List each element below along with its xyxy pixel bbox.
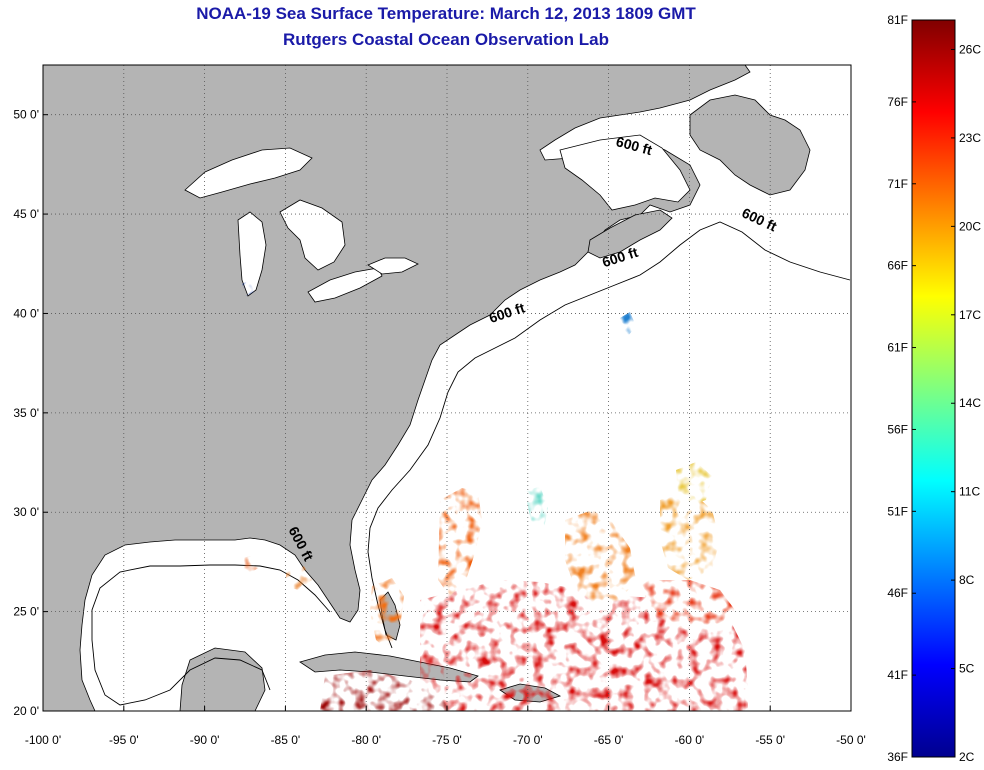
lake-michigan [237,211,267,297]
newfoundland-land [689,94,811,196]
colorbar-c-label: 2C [959,750,975,764]
colorbar-c-label: 5C [959,662,975,676]
sst-patch-yellow-1 [676,462,712,506]
colorbar-c-label: 23C [959,131,981,145]
x-axis-ticks: -100 0' -95 0' -90 0' -85 0' -80 0' -75 0' -70… [25,706,866,747]
sst-patch-florida-straits [370,578,404,650]
y-tick-label: 45 0' [13,207,39,221]
colorbar-f-label: 46F [887,586,908,600]
north-america-land [43,65,751,711]
sst-patch-gulf-2 [286,566,312,590]
nova-scotia-land [587,209,673,259]
x-tick-label: -80 0' [351,733,381,747]
colorbar-f-label: 71F [887,177,908,191]
colorbar-f-label: 51F [887,504,908,518]
colorbar-c-label: 20C [959,219,981,233]
colorbar-f-label: 36F [887,750,908,764]
contour-northeast [367,221,851,649]
lake-ontario [367,257,419,275]
lake-erie [307,267,383,303]
colorbar-c-label: 17C [959,308,981,322]
x-tick-label: -55 0' [755,733,785,747]
colorbar-f-label: 61F [887,341,908,355]
map-title: NOAA-19 Sea Surface Temperature: March 1… [196,4,696,23]
colorbar-c-label: 8C [959,573,975,587]
sst-patch-caribbean [320,670,450,711]
x-tick-label: -85 0' [271,733,301,747]
colorbar-c-label: 26C [959,42,981,56]
x-tick-label: -90 0' [190,733,220,747]
x-tick-label: -95 0' [109,733,139,747]
y-axis-ticks: 20 0' 25 0' 30 0' 35 0' 40 0' 45 0' 50 0' [13,108,48,718]
x-tick-label: -60 0' [675,733,705,747]
sst-patch-cyan [525,486,548,528]
y-tick-label: 20 0' [13,704,39,718]
y-tick-label: 35 0' [13,406,39,420]
sst-patch-gulf-1 [230,556,262,574]
y-tick-label: 40 0' [13,306,39,320]
yucatan-land [179,647,266,711]
contour-gulf [91,564,331,706]
gulf-st-lawrence [559,134,691,211]
colorbar-f-label: 81F [887,13,908,27]
colorbar-c-label: 14C [959,396,981,410]
sst-patch-lake [242,280,254,296]
x-tick-label: -70 0' [513,733,543,747]
colorbar [911,19,956,758]
map-subtitle: Rutgers Coastal Ocean Observation Lab [283,30,609,49]
x-tick-label: -75 0' [432,733,462,747]
depth-contours [91,221,851,706]
colorbar-f-label: 41F [887,668,908,682]
colorbar-fahrenheit-labels: 81F 76F 71F 66F 61F 56F 51F 46F 41F 36F [887,13,916,764]
colorbar-c-label: 11C [959,485,980,499]
x-tick-label: -65 0' [594,733,624,747]
sst-patch-orange-2 [565,510,636,604]
colorbar-f-label: 66F [887,259,908,273]
colorbar-f-label: 56F [887,422,908,436]
y-tick-label: 30 0' [13,505,39,519]
lake-huron [279,199,346,271]
colorbar-celsius-labels: 26C 23C 20C 17C 14C 11C 8C 5C 2C [951,42,981,764]
y-tick-label: 50 0' [13,108,39,122]
lake-superior [184,147,313,199]
colorbar-f-label: 76F [887,95,908,109]
grid-lines [43,65,851,711]
y-tick-label: 25 0' [13,605,39,619]
x-tick-label: -50 0' [836,733,866,747]
sst-patch-red-east [640,580,735,630]
x-tick-label: -100 0' [25,733,61,747]
sst-patch-georges [620,312,636,336]
sst-patch-orange-1 [438,488,482,596]
great-lakes [184,134,691,303]
